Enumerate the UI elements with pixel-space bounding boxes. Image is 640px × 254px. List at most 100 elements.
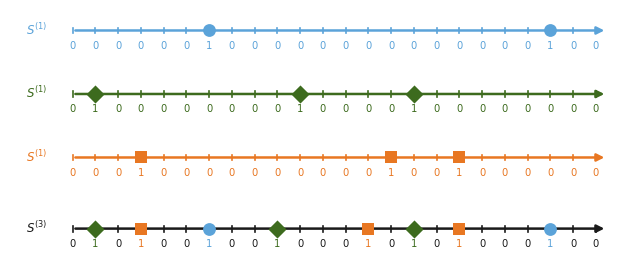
Point xyxy=(136,155,146,160)
Text: 0: 0 xyxy=(365,168,371,178)
Text: 0: 0 xyxy=(115,104,121,114)
Text: 0: 0 xyxy=(342,104,349,114)
Text: $S^{(1)}$: $S^{(1)}$ xyxy=(26,22,47,38)
Text: 0: 0 xyxy=(411,41,417,51)
Text: 1: 1 xyxy=(206,239,212,249)
Text: 0: 0 xyxy=(70,168,76,178)
Text: 0: 0 xyxy=(479,239,485,249)
Text: 1: 1 xyxy=(92,104,99,114)
Text: 0: 0 xyxy=(252,239,258,249)
Point xyxy=(409,227,419,231)
Point xyxy=(295,92,305,96)
Text: 0: 0 xyxy=(320,168,326,178)
Text: 0: 0 xyxy=(388,104,394,114)
Text: 0: 0 xyxy=(115,41,121,51)
Text: 0: 0 xyxy=(502,41,508,51)
Text: 0: 0 xyxy=(433,41,440,51)
Text: 0: 0 xyxy=(342,41,349,51)
Text: 1: 1 xyxy=(411,239,417,249)
Text: 0: 0 xyxy=(228,104,235,114)
Text: 0: 0 xyxy=(365,104,371,114)
Point xyxy=(363,227,373,231)
Text: 0: 0 xyxy=(479,168,485,178)
Text: 0: 0 xyxy=(161,41,166,51)
Text: 1: 1 xyxy=(297,104,303,114)
Text: $S^{(3)}$: $S^{(3)}$ xyxy=(26,220,47,236)
Text: 0: 0 xyxy=(183,41,189,51)
Text: 0: 0 xyxy=(92,168,99,178)
Point xyxy=(545,227,556,231)
Text: 0: 0 xyxy=(593,239,599,249)
Text: 0: 0 xyxy=(252,41,258,51)
Text: 0: 0 xyxy=(479,104,485,114)
Text: 0: 0 xyxy=(320,104,326,114)
Text: 0: 0 xyxy=(206,168,212,178)
Text: 0: 0 xyxy=(206,104,212,114)
Text: 0: 0 xyxy=(342,168,349,178)
Text: 0: 0 xyxy=(593,104,599,114)
Text: 1: 1 xyxy=(365,239,371,249)
Text: 1: 1 xyxy=(388,168,394,178)
Text: 0: 0 xyxy=(570,41,576,51)
Text: 0: 0 xyxy=(320,41,326,51)
Text: $S^{(1)}$: $S^{(1)}$ xyxy=(26,85,47,101)
Text: 0: 0 xyxy=(274,41,280,51)
Text: 1: 1 xyxy=(547,41,554,51)
Text: 0: 0 xyxy=(252,168,258,178)
Text: $S^{(1)}$: $S^{(1)}$ xyxy=(26,149,47,165)
Text: 0: 0 xyxy=(138,41,144,51)
Text: 0: 0 xyxy=(161,168,166,178)
Text: 0: 0 xyxy=(433,168,440,178)
Text: 0: 0 xyxy=(456,104,463,114)
Point xyxy=(409,92,419,96)
Text: 1: 1 xyxy=(547,239,554,249)
Text: 0: 0 xyxy=(320,239,326,249)
Text: 1: 1 xyxy=(206,41,212,51)
Text: 0: 0 xyxy=(70,41,76,51)
Text: 0: 0 xyxy=(593,41,599,51)
Text: 0: 0 xyxy=(274,104,280,114)
Text: 0: 0 xyxy=(502,104,508,114)
Text: 0: 0 xyxy=(524,168,531,178)
Text: 1: 1 xyxy=(456,168,463,178)
Point xyxy=(272,227,282,231)
Text: 0: 0 xyxy=(70,104,76,114)
Text: 0: 0 xyxy=(388,239,394,249)
Text: 0: 0 xyxy=(456,41,463,51)
Point xyxy=(386,155,396,160)
Point xyxy=(454,155,465,160)
Text: 0: 0 xyxy=(228,41,235,51)
Text: 0: 0 xyxy=(342,239,349,249)
Text: 1: 1 xyxy=(92,239,99,249)
Point xyxy=(204,28,214,33)
Point xyxy=(136,227,146,231)
Text: 1: 1 xyxy=(274,239,280,249)
Text: 0: 0 xyxy=(183,104,189,114)
Text: 0: 0 xyxy=(570,239,576,249)
Text: 0: 0 xyxy=(570,168,576,178)
Text: 0: 0 xyxy=(297,168,303,178)
Text: 0: 0 xyxy=(502,168,508,178)
Text: 0: 0 xyxy=(411,168,417,178)
Text: 0: 0 xyxy=(502,239,508,249)
Text: 0: 0 xyxy=(433,239,440,249)
Text: 1: 1 xyxy=(456,239,463,249)
Point xyxy=(545,28,556,33)
Text: 0: 0 xyxy=(161,104,166,114)
Text: 1: 1 xyxy=(411,104,417,114)
Point xyxy=(204,227,214,231)
Text: 0: 0 xyxy=(524,41,531,51)
Text: 0: 0 xyxy=(161,239,166,249)
Text: 0: 0 xyxy=(252,104,258,114)
Text: 0: 0 xyxy=(183,239,189,249)
Text: 0: 0 xyxy=(479,41,485,51)
Text: 0: 0 xyxy=(547,104,554,114)
Text: 0: 0 xyxy=(297,239,303,249)
Text: 0: 0 xyxy=(388,41,394,51)
Text: 0: 0 xyxy=(183,168,189,178)
Text: 0: 0 xyxy=(593,168,599,178)
Text: 1: 1 xyxy=(138,168,144,178)
Text: 0: 0 xyxy=(228,239,235,249)
Point xyxy=(454,227,465,231)
Text: 0: 0 xyxy=(115,168,121,178)
